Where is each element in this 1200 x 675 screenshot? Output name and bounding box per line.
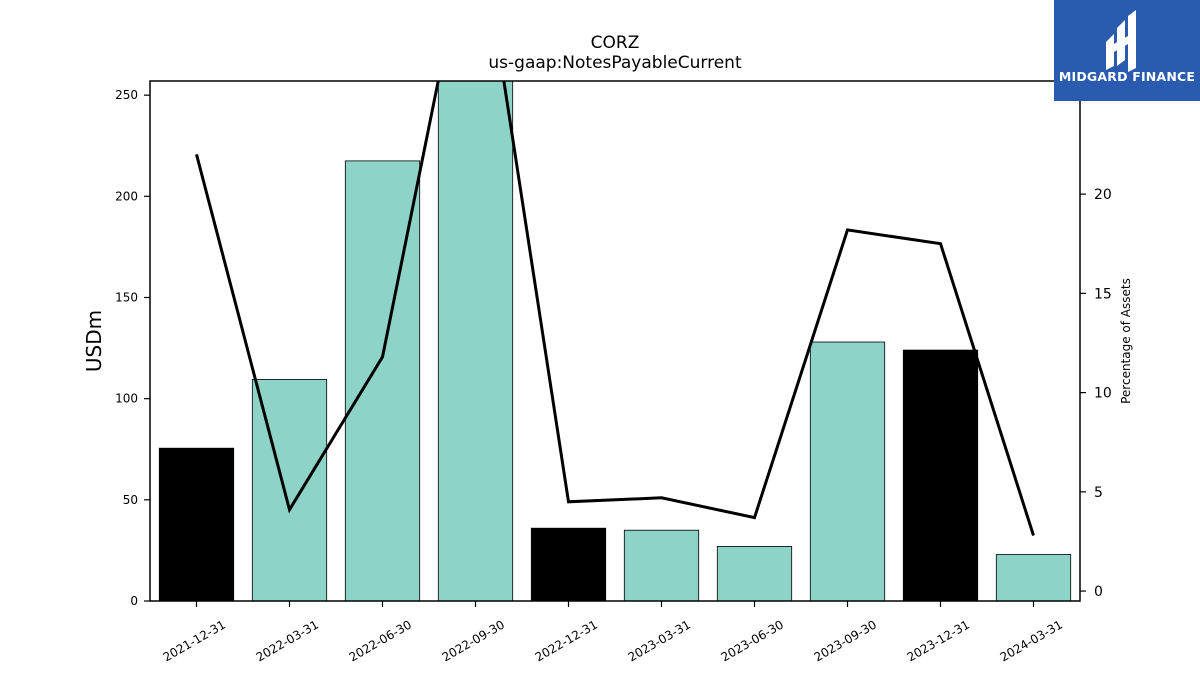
- midgard-logo-icon: [1106, 10, 1136, 72]
- y2-tick-label-20: 20: [1094, 187, 1112, 203]
- y-axis-label: USDm: [82, 310, 106, 372]
- bar-2021-12-31: [158, 447, 235, 601]
- x-tick-label-2022-12-31: 2022-12-31: [533, 617, 600, 664]
- x-tick-label-2023-03-31: 2023-03-31: [626, 617, 693, 664]
- x-tick-label-2022-09-30: 2022-09-30: [440, 617, 507, 664]
- y2-axis-label: Percentage of Assets: [1119, 278, 1133, 404]
- y-tick-label-100: 100: [115, 392, 138, 406]
- bar-2022-12-31: [530, 527, 607, 601]
- y2-tick-label-5: 5: [1094, 485, 1103, 501]
- chart-title: CORZ: [591, 33, 640, 53]
- x-tick-label-2024-03-31: 2024-03-31: [998, 617, 1065, 664]
- bar-2022-09-30: [437, 81, 514, 601]
- plot-frame: [149, 80, 1081, 602]
- percentage-line: [195, 81, 1035, 536]
- bar-2024-03-31: [995, 554, 1072, 601]
- axes-group: [149, 80, 1081, 602]
- line-group: [195, 81, 1035, 536]
- y-tick-label-200: 200: [115, 189, 138, 203]
- x-tick-label-2023-06-30: 2023-06-30: [719, 617, 786, 664]
- x-tick-label-2022-03-31: 2022-03-31: [254, 617, 321, 664]
- y-tick-label-0: 0: [130, 594, 138, 608]
- y2-tick-label-15: 15: [1094, 286, 1112, 302]
- bar-2023-03-31: [623, 529, 700, 601]
- x-tick-label-2022-06-30: 2022-06-30: [347, 617, 414, 664]
- y-tick-label-250: 250: [115, 88, 138, 102]
- bar-2023-06-30: [716, 546, 793, 601]
- brand-logo: MIDGARD FINANCE: [1054, 0, 1200, 101]
- x-tick-label-2023-12-31: 2023-12-31: [905, 617, 972, 664]
- brand-name: MIDGARD FINANCE: [1058, 69, 1196, 84]
- x-tick-label-2023-09-30: 2023-09-30: [812, 617, 879, 664]
- bar-2023-09-30: [809, 341, 886, 601]
- chart-subtitle: us-gaap:NotesPayableCurrent: [488, 53, 742, 73]
- y2-tick-label-0: 0: [1094, 584, 1103, 600]
- y-tick-label-50: 50: [123, 493, 138, 507]
- y2-tick-label-10: 10: [1094, 386, 1112, 402]
- x-tick-label-2021-12-31: 2021-12-31: [161, 617, 228, 664]
- y-tick-label-150: 150: [115, 290, 138, 304]
- bar-2023-12-31: [902, 349, 979, 601]
- bars-group: [158, 81, 1072, 601]
